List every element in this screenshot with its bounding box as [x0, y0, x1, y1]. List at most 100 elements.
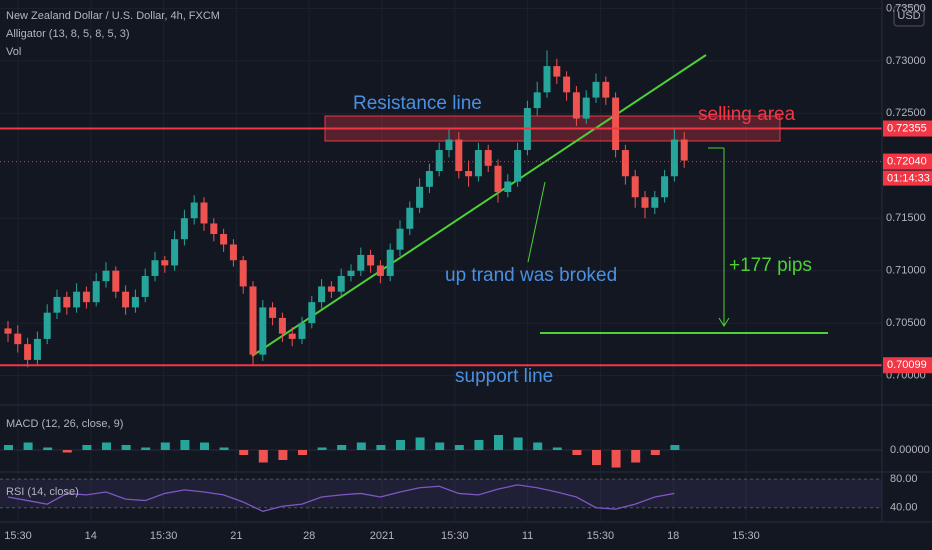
macd-bar [102, 442, 111, 450]
macd-bar [337, 445, 347, 450]
candle-body [367, 254, 375, 266]
candle-body [122, 291, 130, 308]
candle-body [269, 307, 277, 318]
macd-bar [513, 437, 523, 450]
macd-bar [592, 450, 601, 465]
macd-bar [611, 450, 621, 468]
candle-body [631, 176, 639, 198]
x-tick-label: 15:30 [4, 530, 32, 542]
macd-bar [121, 445, 131, 450]
candle-body [63, 296, 71, 308]
y-tick-label: 0.72500 [886, 107, 926, 119]
candle-body [670, 139, 678, 177]
candle-body [43, 312, 51, 339]
arrow-head [718, 317, 730, 327]
grid [0, 0, 882, 522]
annotation: Resistance line [353, 93, 482, 114]
currency-box[interactable] [893, 5, 925, 27]
macd-bar [396, 440, 405, 450]
annotation: up trand was broked [445, 265, 617, 286]
candle-body [4, 328, 12, 334]
candle-body [621, 150, 629, 177]
price-label-box [883, 357, 932, 374]
y-tick-label: 80.00 [890, 473, 918, 485]
macd-bar [572, 450, 582, 455]
macd-bar [278, 450, 288, 460]
macd-bar [650, 450, 660, 455]
candle-body [102, 270, 110, 282]
macd-bar [141, 447, 151, 450]
annotation: +177 pips [729, 255, 812, 276]
candle-body [602, 81, 610, 98]
macd-bar [552, 447, 562, 450]
y-tick-label: 0.00000 [890, 444, 930, 456]
candle-body [425, 171, 433, 187]
macd-bar [23, 442, 33, 450]
candle-body [33, 338, 41, 360]
annotation: selling area [698, 104, 796, 125]
rsi-line [7, 484, 675, 512]
candle-body [131, 296, 139, 308]
indicator-label: Vol [6, 46, 21, 58]
candle-body [553, 66, 561, 77]
break-pointer [527, 181, 546, 263]
macd-bar [219, 447, 229, 450]
candle-body [239, 260, 247, 287]
candle-body [298, 323, 306, 339]
annotation: support line [455, 366, 553, 387]
candle-body [572, 92, 580, 119]
candle-body [151, 260, 159, 276]
x-tick-label: 15:30 [441, 530, 469, 542]
x-tick-label: 15:30 [150, 530, 178, 542]
macd-bar [82, 445, 92, 450]
x-tick-label: 28 [303, 530, 315, 542]
y-tick-label: 40.00 [890, 502, 918, 514]
candle-body [229, 244, 237, 261]
candle-body [278, 317, 286, 334]
x-tick-label: 11 [522, 530, 533, 542]
candle-body [396, 228, 404, 250]
marks [0, 50, 882, 512]
price-label: 0.72355 [887, 122, 927, 134]
macd-bar [356, 442, 366, 450]
macd-bar [4, 445, 13, 450]
candle-body [82, 291, 90, 303]
x-tick-label: 21 [230, 530, 242, 542]
price-label: 0.70099 [887, 359, 927, 371]
macd-bar [200, 442, 209, 450]
candle-body [14, 333, 22, 345]
y-tick-label: 0.71500 [886, 212, 926, 224]
y-tick-label: 0.70500 [886, 317, 926, 329]
macd-bar [62, 450, 72, 453]
macd-bar [631, 450, 641, 463]
macd-bar [454, 445, 464, 450]
candle-body [504, 181, 512, 193]
rsi-band [0, 479, 882, 508]
candle-body [582, 97, 590, 119]
candle-body [514, 150, 522, 182]
y-tick-label: 0.73500 [886, 2, 926, 14]
macd-bar [533, 442, 543, 450]
candle-body [141, 275, 149, 297]
candle-body [494, 165, 502, 193]
macd-bar [376, 445, 386, 450]
candle-body [680, 139, 688, 161]
candle-body [563, 76, 571, 93]
candle-body [92, 281, 100, 303]
candle-body [190, 202, 198, 219]
macd-bar [239, 450, 249, 455]
candle-body [386, 249, 394, 276]
x-tick-label: 14 [85, 530, 97, 542]
currency[interactable]: USD [897, 10, 920, 22]
pane-title: RSI (14, close) [6, 486, 79, 498]
candle-body [180, 218, 188, 240]
candle-body [327, 286, 335, 292]
macd-bar [180, 440, 190, 450]
macd-bar [494, 435, 503, 450]
candle-body [112, 270, 120, 292]
candle-body [259, 307, 267, 355]
candle-body [455, 139, 463, 172]
x-tick-label: 15:30 [587, 530, 615, 542]
y-tick-label: 0.71000 [886, 265, 926, 277]
